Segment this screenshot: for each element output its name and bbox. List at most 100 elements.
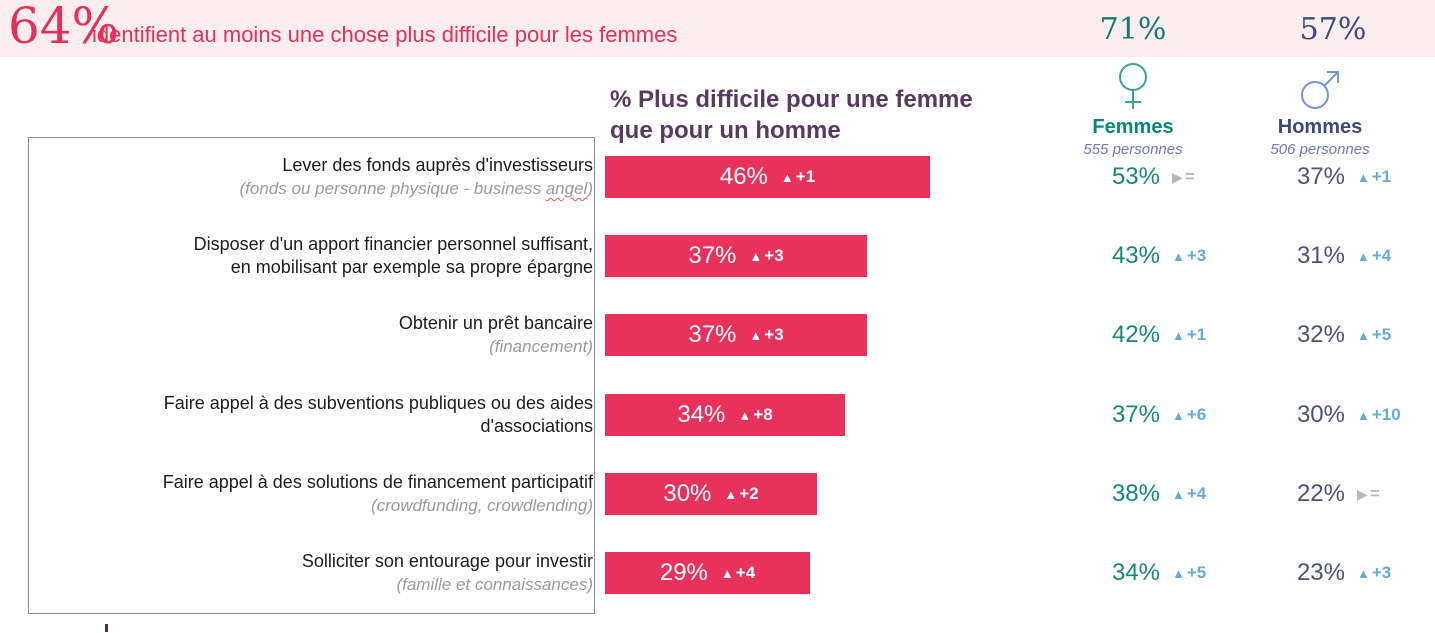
up-triangle-icon: ▲	[1172, 248, 1185, 264]
bar-change-indicator: ▲ +3	[749, 325, 784, 344]
row-label: Solliciter son entourage pour investir (…	[40, 550, 593, 596]
row-sublabel: (financement)	[489, 337, 593, 356]
labels-frame	[28, 137, 595, 614]
row-label-line1: Solliciter son entourage pour investir	[301, 551, 593, 571]
hommes-value: 37%	[1296, 163, 1345, 190]
femmes-change-indicator: ▶ =	[1172, 167, 1195, 186]
headline-text: identifient au moins une chose plus diff…	[92, 22, 678, 47]
femmes-column-header: Femmes 555 personnes	[1043, 62, 1223, 158]
chart-row: Obtenir un prêt bancaire (financement) 3…	[0, 312, 1435, 358]
femmes-sample-size: 555 personnes	[1083, 141, 1183, 158]
row-label-line1: Obtenir un prêt bancaire	[398, 313, 593, 333]
row-label-line2: en mobilisant par exemple sa propre épar…	[230, 257, 593, 277]
up-triangle-icon: ▲	[1357, 169, 1370, 185]
femmes-value: 38%	[1111, 480, 1160, 507]
hommes-total-value: 57%	[1299, 12, 1367, 47]
femmes-value: 42%	[1111, 321, 1160, 348]
chart-row: Faire appel à des subventions publiques …	[0, 392, 1435, 438]
up-triangle-icon: ▲	[749, 248, 763, 264]
row-label: Obtenir un prêt bancaire (financement)	[40, 312, 593, 358]
up-triangle-icon: ▲	[1172, 565, 1185, 581]
hommes-value: 23%	[1296, 559, 1345, 586]
stray-mark	[105, 624, 108, 632]
femmes-change-indicator: ▲ +3	[1172, 246, 1207, 265]
femmes-change-indicator: ▲ +1	[1172, 325, 1207, 344]
up-triangle-icon: ▲	[1357, 248, 1370, 264]
row-label: Disposer d'un apport financier personnel…	[40, 233, 593, 279]
up-triangle-icon: ▲	[1357, 565, 1370, 581]
bar-value: 46%	[719, 163, 768, 190]
headline-value: 64%	[8, 0, 120, 55]
percentage-bar: 34% ▲ +8	[605, 394, 845, 436]
hommes-change-indicator: ▲ +3	[1357, 563, 1392, 582]
percentage-bar: 46% ▲ +1	[605, 156, 930, 198]
row-label-line1: Disposer d'un apport financier personnel…	[193, 234, 593, 254]
right-triangle-icon: ▶	[1172, 169, 1183, 185]
up-triangle-icon: ▲	[749, 327, 763, 343]
chart-row: Disposer d'un apport financier personnel…	[0, 233, 1435, 279]
bar-change-indicator: ▲ +1	[780, 167, 816, 186]
chart-row: Lever des fonds auprès d'investisseurs (…	[0, 154, 1435, 200]
bar-change-indicator: ▲ +2	[724, 484, 759, 503]
row-sublabel: (fonds ou personne physique - business a…	[239, 179, 593, 198]
femmes-total-value: 71%	[1099, 12, 1167, 47]
row-label: Faire appel à des solutions de financeme…	[40, 471, 593, 517]
chart-title: % Plus difficile pour une femme que pour…	[610, 84, 1050, 146]
femmes-change-indicator: ▲ +6	[1172, 405, 1207, 424]
row-sublabel: (famille et connaissances)	[396, 575, 593, 594]
hommes-label: Hommes	[1277, 116, 1363, 138]
femmes-value: 53%	[1111, 163, 1160, 190]
hommes-column-header: Hommes 506 personnes	[1230, 62, 1410, 158]
row-label: Faire appel à des subventions publiques …	[40, 392, 593, 438]
up-triangle-icon: ▲	[1357, 327, 1370, 343]
hommes-value: 30%	[1296, 401, 1345, 428]
up-triangle-icon: ▲	[1172, 407, 1185, 423]
hommes-change-indicator: ▲ +5	[1357, 325, 1392, 344]
row-label-line1: Faire appel à des subventions publiques …	[163, 393, 593, 413]
femmes-value: 37%	[1111, 401, 1160, 428]
row-label-line1: Faire appel à des solutions de financeme…	[162, 472, 593, 492]
female-icon	[1043, 62, 1223, 112]
femmes-label: Femmes	[1092, 116, 1174, 138]
bar-change-indicator: ▲ +8	[738, 405, 773, 424]
bar-value: 37%	[688, 242, 737, 269]
hommes-value: 31%	[1296, 242, 1345, 269]
femmes-change-indicator: ▲ +4	[1172, 484, 1207, 503]
hommes-change-indicator: ▶ =	[1357, 484, 1380, 503]
row-label-line1: Lever des fonds auprès d'investisseurs	[282, 155, 593, 175]
up-triangle-icon: ▲	[738, 407, 752, 423]
bar-value: 37%	[688, 321, 737, 348]
row-label: Lever des fonds auprès d'investisseurs (…	[40, 154, 593, 200]
spellcheck-wavy-word: angel	[545, 179, 588, 198]
chart-title-line1: % Plus difficile pour une femme	[610, 86, 973, 113]
up-triangle-icon: ▲	[1357, 407, 1370, 423]
chart-row: Solliciter son entourage pour investir (…	[0, 550, 1435, 596]
bar-change-indicator: ▲ +4	[720, 563, 756, 582]
hommes-change-indicator: ▲ +4	[1357, 246, 1392, 265]
femmes-value: 34%	[1111, 559, 1160, 586]
up-triangle-icon: ▲	[780, 169, 794, 185]
femmes-change-indicator: ▲ +5	[1172, 563, 1207, 582]
percentage-bar: 37% ▲ +3	[605, 314, 867, 356]
percentage-bar: 37% ▲ +3	[605, 235, 867, 277]
bar-change-indicator: ▲ +3	[749, 246, 784, 265]
hommes-change-indicator: ▲ +10	[1357, 405, 1401, 424]
hommes-change-indicator: ▲ +1	[1357, 167, 1392, 186]
hommes-value: 32%	[1296, 321, 1345, 348]
up-triangle-icon: ▲	[1172, 486, 1185, 502]
row-sublabel: (crowdfunding, crowdlending)	[370, 496, 593, 515]
male-icon	[1230, 62, 1410, 112]
bar-value: 29%	[659, 559, 708, 586]
up-triangle-icon: ▲	[1172, 327, 1185, 343]
hommes-sample-size: 506 personnes	[1270, 141, 1370, 158]
right-triangle-icon: ▶	[1357, 486, 1368, 502]
bar-value: 34%	[677, 401, 726, 428]
row-label-line2: d'associations	[480, 416, 594, 436]
up-triangle-icon: ▲	[720, 565, 734, 581]
chart-row: Faire appel à des solutions de financeme…	[0, 471, 1435, 517]
chart-title-line2: que pour un homme	[610, 117, 841, 144]
bar-value: 30%	[663, 480, 712, 507]
up-triangle-icon: ▲	[724, 486, 738, 502]
femmes-value: 43%	[1111, 242, 1160, 269]
